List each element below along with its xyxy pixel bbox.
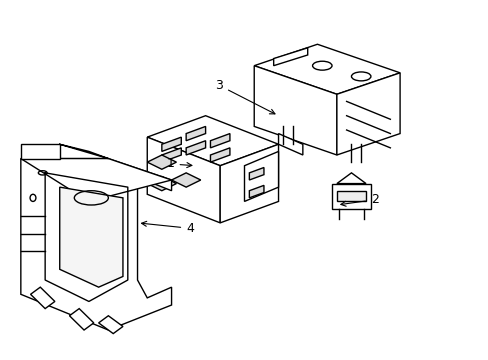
Text: 1: 1	[166, 157, 191, 171]
Polygon shape	[254, 44, 399, 94]
Polygon shape	[108, 158, 171, 191]
Polygon shape	[147, 176, 176, 191]
Polygon shape	[147, 155, 176, 169]
Polygon shape	[147, 116, 278, 166]
Polygon shape	[30, 287, 55, 309]
Polygon shape	[69, 309, 94, 330]
Polygon shape	[278, 134, 302, 155]
Polygon shape	[162, 137, 181, 152]
Polygon shape	[336, 191, 366, 202]
Polygon shape	[147, 137, 220, 223]
Polygon shape	[21, 144, 60, 158]
Polygon shape	[210, 134, 229, 148]
Text: 4: 4	[141, 221, 194, 235]
Polygon shape	[336, 173, 366, 184]
Polygon shape	[171, 173, 201, 187]
Polygon shape	[249, 185, 264, 198]
Polygon shape	[249, 167, 264, 180]
Text: 2: 2	[340, 193, 378, 206]
Polygon shape	[210, 148, 229, 162]
Text: 3: 3	[215, 79, 274, 114]
Polygon shape	[186, 141, 205, 155]
Polygon shape	[99, 316, 122, 334]
Polygon shape	[273, 48, 307, 66]
Polygon shape	[244, 152, 278, 202]
Polygon shape	[186, 126, 205, 141]
Polygon shape	[21, 158, 171, 330]
Polygon shape	[254, 66, 336, 155]
Polygon shape	[220, 144, 278, 223]
Polygon shape	[162, 148, 181, 162]
Polygon shape	[21, 158, 171, 202]
Polygon shape	[60, 187, 122, 287]
Polygon shape	[336, 73, 399, 155]
Polygon shape	[331, 184, 370, 208]
